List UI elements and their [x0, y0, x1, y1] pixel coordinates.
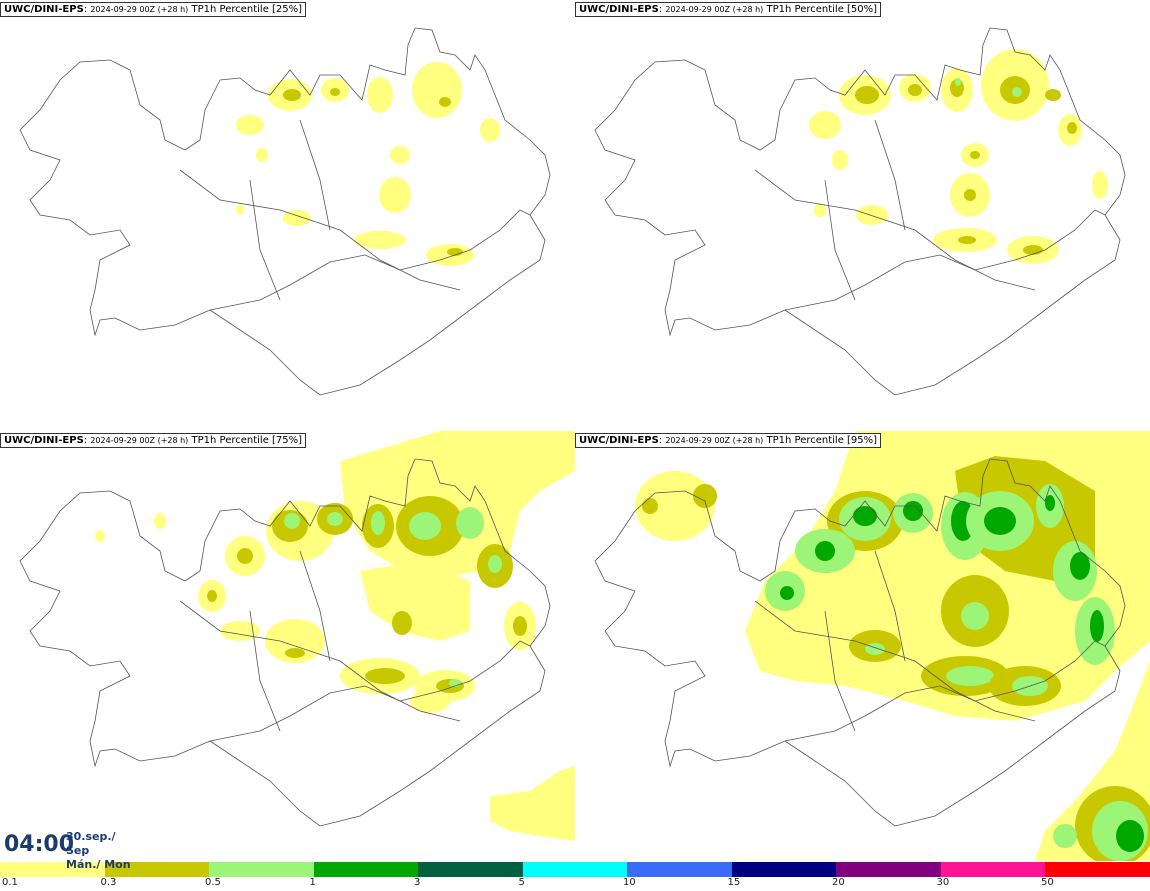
legend-swatch	[940, 862, 1045, 877]
map-panel-25: UWC/DINI-EPS: 2024-09-29 00Z (+28 h) TP1…	[0, 0, 575, 430]
iceland-map-95	[594, 431, 1150, 861]
valid-date: 30.sep./ Sep Mán./ Mon	[66, 830, 136, 872]
valid-date-text: 30.sep./ Sep	[66, 830, 116, 857]
legend-tick-label: 5	[518, 877, 525, 888]
legend-tick-label: 1	[309, 877, 316, 888]
valid-time-box: 04:00 30.sep./ Sep Mán./ Mon	[0, 826, 136, 871]
iceland-map-50	[594, 27, 1126, 396]
panel-title: UWC/DINI-EPS: 2024-09-29 00Z (+28 h) TP1…	[0, 433, 307, 448]
legend-swatch	[209, 862, 314, 877]
legend-swatch	[836, 862, 941, 877]
legend-swatch	[104, 862, 209, 877]
map-panel-95: UWC/DINI-EPS: 2024-09-29 00Z (+28 h) TP1…	[575, 431, 1150, 861]
legend-swatch	[731, 862, 836, 877]
legend-tick-label: 0.3	[100, 877, 117, 888]
legend-swatch	[522, 862, 627, 877]
legend-tick-label: 30	[936, 877, 950, 888]
valid-day-text: Mán./ Mon	[66, 858, 131, 871]
legend-tick-label: 15	[727, 877, 741, 888]
valid-time: 04:00	[4, 832, 75, 857]
iceland-map-75	[19, 431, 575, 841]
map-panel-50: UWC/DINI-EPS: 2024-09-29 00Z (+28 h) TP1…	[575, 0, 1150, 430]
legend-tick-label: 20	[832, 877, 845, 888]
legend-tick-label: 10	[623, 877, 636, 888]
legend-tick-label: 0.5	[205, 877, 221, 888]
legend-swatch	[313, 862, 418, 877]
map-panel-75: UWC/DINI-EPS: 2024-09-29 00Z (+28 h) TP1…	[0, 431, 575, 861]
legend-swatch	[1045, 862, 1150, 877]
legend-swatch	[418, 862, 523, 877]
panel-title: UWC/DINI-EPS: 2024-09-29 00Z (+28 h) TP1…	[575, 2, 882, 17]
iceland-map-25	[19, 27, 551, 396]
legend-ticks: 0.1 0.3 0.5 1 3 5 10 15 20 30 50	[0, 877, 1150, 891]
legend-tick-label: 3	[414, 877, 421, 888]
legend-swatch	[0, 862, 105, 877]
legend-tick-label: 50	[1041, 877, 1054, 888]
color-legend	[0, 862, 1150, 877]
panel-title: UWC/DINI-EPS: 2024-09-29 00Z (+28 h) TP1…	[575, 433, 882, 448]
legend-tick-label: 0.1	[2, 877, 18, 888]
panel-title: UWC/DINI-EPS: 2024-09-29 00Z (+28 h) TP1…	[0, 2, 307, 17]
legend-swatch	[627, 862, 732, 877]
